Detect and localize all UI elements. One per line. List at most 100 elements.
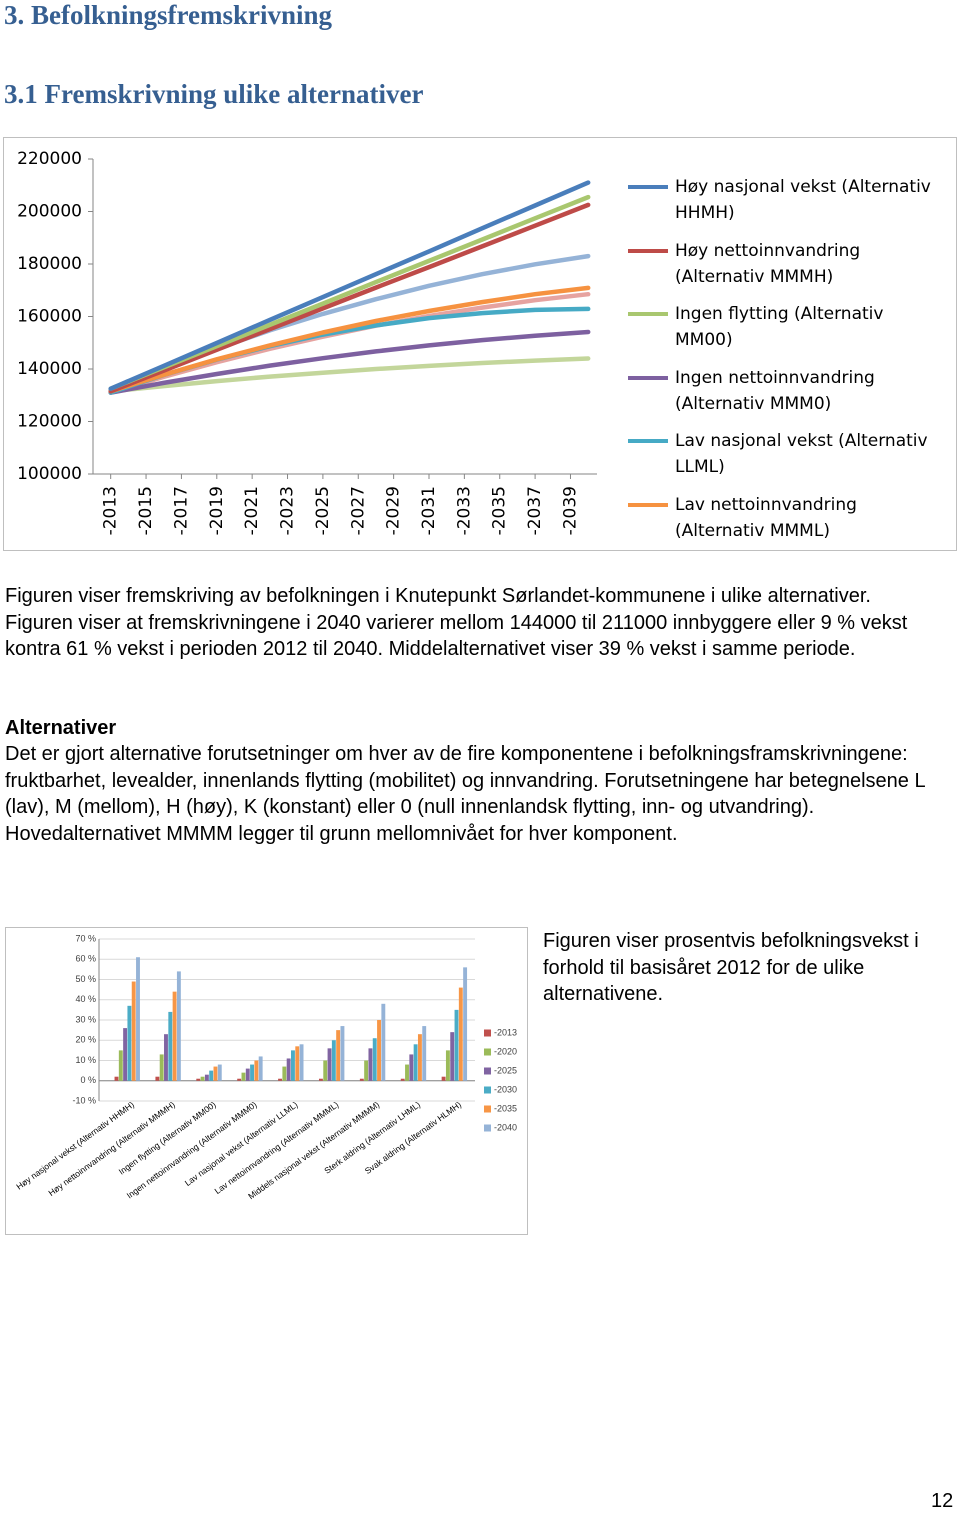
legend-label: Lav nettoinnvandring (Alternativ MMML) <box>675 495 857 541</box>
bar <box>340 1026 345 1081</box>
y-tick-label: 60 % <box>75 954 96 964</box>
y-tick-label: -10 % <box>72 1095 96 1105</box>
bar <box>458 987 463 1081</box>
y-tick-label: 0 % <box>80 1075 96 1085</box>
bar <box>127 1005 132 1081</box>
legend-label: -2013 <box>494 1027 517 1037</box>
y-tick-label: 100000 <box>17 464 82 484</box>
bar <box>318 1078 323 1081</box>
section-title: Alternativer <box>5 717 117 739</box>
bar <box>282 1066 287 1081</box>
bar <box>155 1076 160 1081</box>
legend-item: Høy nasjonal vekst (Alternativ HHMH) <box>628 174 948 226</box>
series-line <box>108 202 591 394</box>
bar <box>241 1072 246 1081</box>
legend-label: -2040 <box>494 1122 517 1132</box>
bar <box>164 1034 168 1081</box>
bar <box>454 1009 459 1081</box>
series-line <box>108 180 591 391</box>
bar <box>245 1068 250 1081</box>
bar <box>196 1078 201 1081</box>
bar <box>368 1048 373 1081</box>
bar <box>136 957 140 1081</box>
x-tick-label: -2017 <box>171 486 191 535</box>
y-tick-label: 10 % <box>75 1055 96 1065</box>
series-line <box>108 329 591 395</box>
legend-label: -2025 <box>494 1065 517 1075</box>
bar <box>278 1078 282 1081</box>
heading: 3. Befolkningsfremskrivning <box>4 0 333 30</box>
y-tick-label: 70 % <box>75 933 96 943</box>
y-tick-label: 40 % <box>75 994 96 1004</box>
x-tick-label: -2021 <box>242 486 262 535</box>
legend-label: Høy nasjonal vekst (Alternativ HHMH) <box>675 177 931 223</box>
bar <box>123 1028 128 1081</box>
paragraph: Det er gjort alternative forutsetninger … <box>5 743 925 845</box>
bar <box>200 1076 205 1081</box>
legend-swatch <box>484 1048 491 1056</box>
x-tick-label: -2035 <box>490 486 510 535</box>
legend-label: -2030 <box>494 1084 517 1094</box>
y-tick-label: 220000 <box>17 149 82 169</box>
y-tick-label: 20 % <box>75 1035 96 1045</box>
legend-swatch <box>484 1124 491 1132</box>
x-tick-label: -2033 <box>454 486 474 535</box>
bar <box>254 1060 259 1081</box>
bar <box>441 1076 446 1081</box>
bar <box>217 1064 222 1081</box>
y-tick-label: 120000 <box>17 412 82 432</box>
x-tick-label: -2013 <box>101 486 121 535</box>
bar <box>413 1044 418 1081</box>
legend-swatch <box>484 1086 491 1094</box>
bar <box>204 1074 209 1081</box>
legend-swatch <box>628 312 668 317</box>
bar <box>258 1056 263 1081</box>
bar <box>372 1038 377 1081</box>
bar <box>295 1046 300 1081</box>
side-text: Figuren viser prosentvis befolkningsveks… <box>543 930 919 1005</box>
bar <box>463 967 468 1081</box>
legend-item: Høy nettoinnvandring (Alternativ MMMH) <box>628 238 948 290</box>
page-number: 12 <box>931 1490 954 1512</box>
legend-item: Ingen nettoinnvandring (Alternativ MMM0) <box>628 365 948 417</box>
bar <box>364 1060 369 1081</box>
bar <box>299 1044 304 1081</box>
bar <box>331 1040 336 1081</box>
bar <box>445 1050 450 1081</box>
y-tick-label: 180000 <box>17 254 82 274</box>
bar <box>114 1076 119 1081</box>
x-tick-label: -2027 <box>348 486 368 535</box>
legend-label: -2035 <box>494 1103 517 1113</box>
bar <box>400 1078 405 1081</box>
bar <box>131 981 136 1081</box>
bar <box>176 971 181 1081</box>
legend-swatch <box>628 248 668 253</box>
bar <box>213 1066 218 1081</box>
bar <box>168 1011 173 1081</box>
bar <box>286 1058 291 1081</box>
y-tick-label: 140000 <box>17 359 82 379</box>
bar <box>323 1060 328 1081</box>
bar <box>118 1050 123 1081</box>
legend-swatch <box>484 1105 491 1113</box>
bar <box>237 1078 242 1081</box>
bar <box>327 1048 332 1081</box>
bar <box>450 1032 455 1081</box>
legend-item: Lav nettoinnvandring (Alternativ MMML) <box>628 492 948 544</box>
bar <box>172 991 177 1081</box>
bar <box>250 1064 255 1081</box>
paragraph: Figuren viser fremskriving av befolkning… <box>5 585 908 660</box>
legend-swatch <box>484 1029 491 1037</box>
bar <box>336 1030 341 1081</box>
bar <box>159 1054 164 1081</box>
x-tick-label: -2019 <box>207 486 227 535</box>
legend-swatch <box>628 439 668 444</box>
bar <box>409 1054 414 1081</box>
legend-swatch <box>484 1067 491 1075</box>
bar <box>359 1078 364 1081</box>
bar <box>209 1070 214 1081</box>
y-tick-label: 50 % <box>75 974 96 984</box>
bar <box>405 1064 409 1081</box>
